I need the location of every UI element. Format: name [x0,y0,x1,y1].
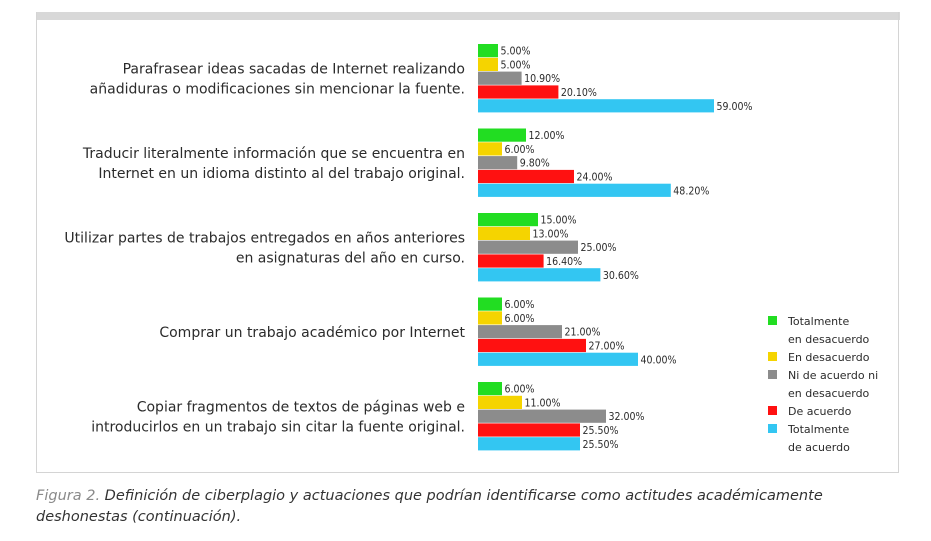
category-label-2-line-1: en asignaturas del año en curso. [236,251,465,267]
bar-0-0 [478,44,498,58]
bar-1-2 [478,156,518,170]
bar-3-4 [478,352,638,366]
bar-value-label-2-1: 13.00% [533,228,569,240]
bar-3-0 [478,297,502,311]
bar-3-1 [478,311,502,325]
bar-value-label-4-2: 32.00% [609,411,645,423]
bar-4-0 [478,382,502,396]
bar-2-3 [478,254,544,268]
legend-label-1-line-0: En desacuerdo [788,351,870,364]
legend-label-0-line-1: en desacuerdo [788,333,870,346]
bar-value-label-3-1: 6.00% [505,313,535,325]
bar-3-2 [478,325,562,339]
legend-label-4-line-1: de acuerdo [788,441,850,454]
legend-swatch-0 [768,316,777,325]
bar-3-3 [478,338,586,353]
bar-value-label-0-2: 10.90% [524,73,560,85]
bar-0-2 [478,71,522,85]
bar-0-3 [478,85,559,99]
category-label-4-line-1: introducirlos en un trabajo sin citar la… [91,420,465,436]
bar-value-label-1-4: 48.20% [673,185,709,197]
caption-text: Definición de ciberplagio y actuaciones … [36,488,823,525]
bar-value-label-0-1: 5.00% [501,59,531,71]
bar-value-label-0-4: 59.00% [717,101,753,113]
bar-value-label-1-3: 24.00% [577,172,613,184]
legend: Totalmente en desacuerdo En desacuerdo Ni d… [768,315,878,454]
bar-1-4 [478,183,671,197]
legend-label-4-line-0: Totalmente [787,423,849,436]
legend-swatch-4 [768,424,777,433]
bar-2-1 [478,226,530,240]
category-label-0-line-0: Parafrasear ideas sacadas de Internet re… [123,62,465,78]
bar-value-label-1-0: 12.00% [529,130,565,142]
bar-value-label-0-0: 5.00% [501,46,531,58]
legend-swatch-1 [768,352,777,361]
category-label-4-line-0: Copiar fragmentos de textos de páginas w… [137,400,465,416]
bar-2-2 [478,240,578,254]
category-label-0-line-1: añadiduras o modificaciones sin menciona… [90,82,465,98]
bar-4-1 [478,395,522,409]
legend-label-2-line-1: en desacuerdo [788,387,870,400]
bars-group: 5.00%5.00% 10.90%20.10% 59.00% 12.00% 6.00% 9… [478,44,753,451]
bar-4-3 [478,423,580,437]
bar-1-1 [478,142,502,156]
bar-value-label-2-0: 15.00% [541,215,577,227]
legend-label-2-line-0: Ni de acuerdo ni [788,369,878,382]
bar-value-label-1-1: 6.00% [505,144,535,156]
bar-value-label-3-3: 27.00% [589,341,625,353]
figure-caption: Figura 2. Definición de ciberplagio y ac… [36,486,906,528]
bar-value-label-4-3: 25.50% [583,425,619,437]
category-label-3-line-0: Comprar un trabajo académico por Interne… [159,325,465,341]
chart-frame [36,12,899,473]
bar-value-label-2-3: 16.40% [546,256,582,268]
legend-swatch-2 [768,370,777,379]
bar-1-0 [478,128,526,142]
legend-swatch-3 [768,406,777,415]
legend-label-0-line-0: Totalmente [787,315,849,328]
legend-label-3-line-0: De acuerdo [788,405,852,418]
bar-value-label-3-2: 21.00% [565,327,601,339]
bar-value-label-3-4: 40.00% [641,354,677,366]
bar-1-3 [478,169,574,184]
bar-value-label-2-4: 30.60% [603,270,639,282]
category-label-1-line-0: Traducir literalmente información que se… [82,146,465,162]
bar-0-1 [478,57,498,71]
bar-2-4 [478,268,601,282]
bar-4-4 [478,437,580,451]
bar-value-label-4-4: 25.50% [583,439,619,451]
top-border-strip [36,12,900,20]
bar-value-label-4-1: 11.00% [525,397,561,409]
bar-0-4 [478,99,714,113]
bar-4-2 [478,409,606,423]
bar-value-label-3-0: 6.00% [505,299,535,311]
bar-2-0 [478,213,538,227]
category-label-1-line-1: Internet en un idioma distinto al del tr… [98,166,465,182]
category-label-2-line-0: Utilizar partes de trabajos entregados e… [64,231,465,247]
caption-figure-number: Figura 2. [36,488,101,504]
bar-value-label-1-2: 9.80% [520,158,550,170]
bar-value-label-4-0: 6.00% [505,384,535,396]
category-labels-group: Parafrasear ideas sacadas de Internet re… [64,62,465,436]
bar-value-label-0-3: 20.10% [561,87,597,99]
bar-value-label-2-2: 25.00% [581,242,617,254]
